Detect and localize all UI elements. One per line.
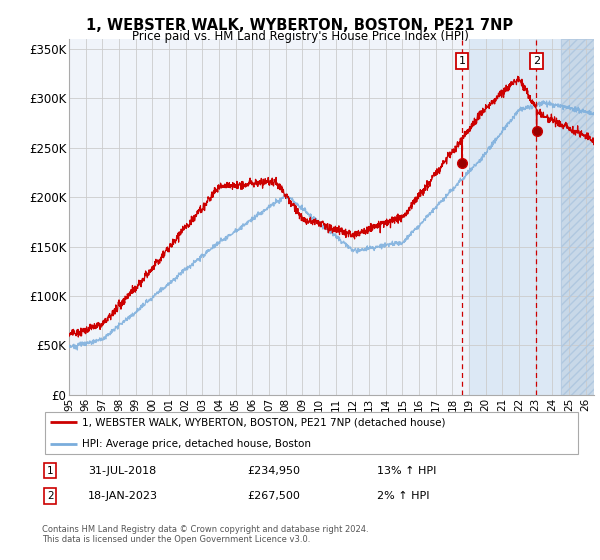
Text: Price paid vs. HM Land Registry's House Price Index (HPI): Price paid vs. HM Land Registry's House …	[131, 30, 469, 43]
Bar	[469, 39, 560, 395]
Text: HPI: Average price, detached house, Boston: HPI: Average price, detached house, Bost…	[83, 439, 311, 449]
Text: This data is licensed under the Open Government Licence v3.0.: This data is licensed under the Open Gov…	[42, 535, 310, 544]
Text: 1: 1	[458, 56, 466, 66]
Text: 1, WEBSTER WALK, WYBERTON, BOSTON, PE21 7NP (detached house): 1, WEBSTER WALK, WYBERTON, BOSTON, PE21 …	[83, 417, 446, 427]
Text: £267,500: £267,500	[247, 491, 300, 501]
Text: 18-JAN-2023: 18-JAN-2023	[88, 491, 158, 501]
FancyBboxPatch shape	[45, 412, 578, 454]
Text: 2% ↑ HPI: 2% ↑ HPI	[377, 491, 430, 501]
Bar	[560, 39, 600, 395]
Text: 2: 2	[47, 491, 53, 501]
Text: 13% ↑ HPI: 13% ↑ HPI	[377, 466, 436, 476]
Bar	[560, 39, 600, 395]
Text: 2: 2	[533, 56, 540, 66]
Text: 31-JUL-2018: 31-JUL-2018	[88, 466, 156, 476]
Text: 1, WEBSTER WALK, WYBERTON, BOSTON, PE21 7NP: 1, WEBSTER WALK, WYBERTON, BOSTON, PE21 …	[86, 18, 514, 33]
Text: £234,950: £234,950	[247, 466, 300, 476]
Text: Contains HM Land Registry data © Crown copyright and database right 2024.: Contains HM Land Registry data © Crown c…	[42, 525, 368, 534]
Text: 1: 1	[47, 466, 53, 476]
